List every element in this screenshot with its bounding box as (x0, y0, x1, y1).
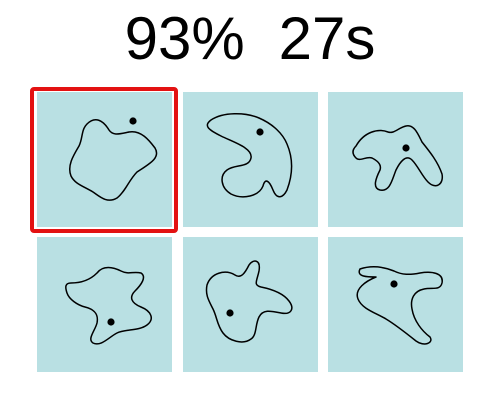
shape-tile-2[interactable] (183, 92, 318, 227)
shape-tile-4-graphic (37, 237, 172, 372)
marker-dot (107, 318, 115, 326)
shape-tile-5-graphic (183, 237, 318, 372)
outline-shape (352, 125, 444, 191)
timer-readout: 27s (278, 5, 376, 72)
marker-dot (390, 280, 398, 288)
marker-dot (256, 128, 264, 136)
outline-shape (68, 119, 158, 201)
shape-tile-5[interactable] (183, 237, 318, 372)
outline-shape (206, 113, 293, 198)
shape-tile-1[interactable] (37, 92, 172, 227)
shape-tile-6-graphic (328, 237, 463, 372)
shape-tile-4[interactable] (37, 237, 172, 372)
outline-shape (356, 266, 443, 345)
marker-dot (402, 144, 410, 152)
outline-shape (65, 266, 152, 345)
hud: 93% 27s (0, 4, 500, 74)
shape-tile-1-graphic (37, 92, 172, 227)
marker-dot (129, 117, 137, 125)
shape-tile-3[interactable] (328, 92, 463, 227)
marker-dot (226, 309, 234, 317)
shape-tile-6[interactable] (328, 237, 463, 372)
outline-shape (205, 260, 293, 343)
shape-tile-3-graphic (328, 92, 463, 227)
shape-tile-2-graphic (183, 92, 318, 227)
accuracy-readout: 93% (124, 5, 245, 72)
